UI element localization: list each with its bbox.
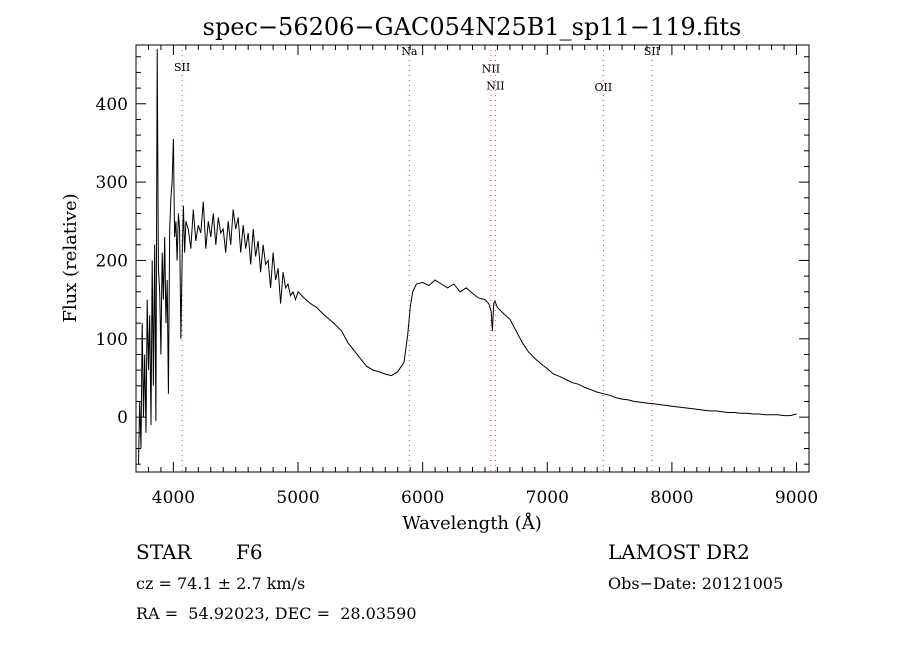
- spectral-line-label: SII: [644, 45, 660, 58]
- spectral-line-label: SII: [174, 61, 190, 74]
- y-tick-label: 300: [96, 173, 128, 193]
- x-tick-label: 7000: [526, 488, 569, 508]
- y-tick-label: 200: [96, 251, 128, 271]
- spectral-line-label: NII: [486, 80, 504, 93]
- survey-name: LAMOST DR2: [608, 540, 750, 564]
- object-subclass: F6: [236, 540, 263, 564]
- spectral-line-label: NII: [482, 62, 500, 75]
- chart-title: spec−56206−GAC054N25B1_sp11−119.fits: [203, 13, 742, 41]
- redshift-readout: cz = 74.1 ± 2.7 km/s: [136, 574, 306, 593]
- y-tick-label: 0: [117, 408, 128, 428]
- spectrum-series-line: [138, 48, 797, 465]
- x-tick-label: 4000: [152, 488, 195, 508]
- coordinates-readout: RA = 54.92023, DEC = 28.03590: [136, 604, 417, 623]
- object-class: STAR: [136, 540, 192, 564]
- y-axis-label: Flux (relative): [60, 193, 81, 322]
- x-axis-label: Wavelength (Å): [402, 512, 542, 534]
- x-tick-label: 6000: [401, 488, 444, 508]
- x-tick-label: 8000: [650, 488, 693, 508]
- spectral-line-label: OII: [595, 81, 613, 94]
- spectral-line-label: Na: [401, 45, 418, 58]
- x-tick-label: 5000: [276, 488, 319, 508]
- observation-date: Obs−Date: 20121005: [608, 574, 784, 593]
- y-tick-label: 400: [96, 95, 128, 115]
- x-tick-label: 9000: [775, 488, 818, 508]
- y-tick-label: 100: [96, 330, 128, 350]
- plot-frame: [135, 44, 810, 473]
